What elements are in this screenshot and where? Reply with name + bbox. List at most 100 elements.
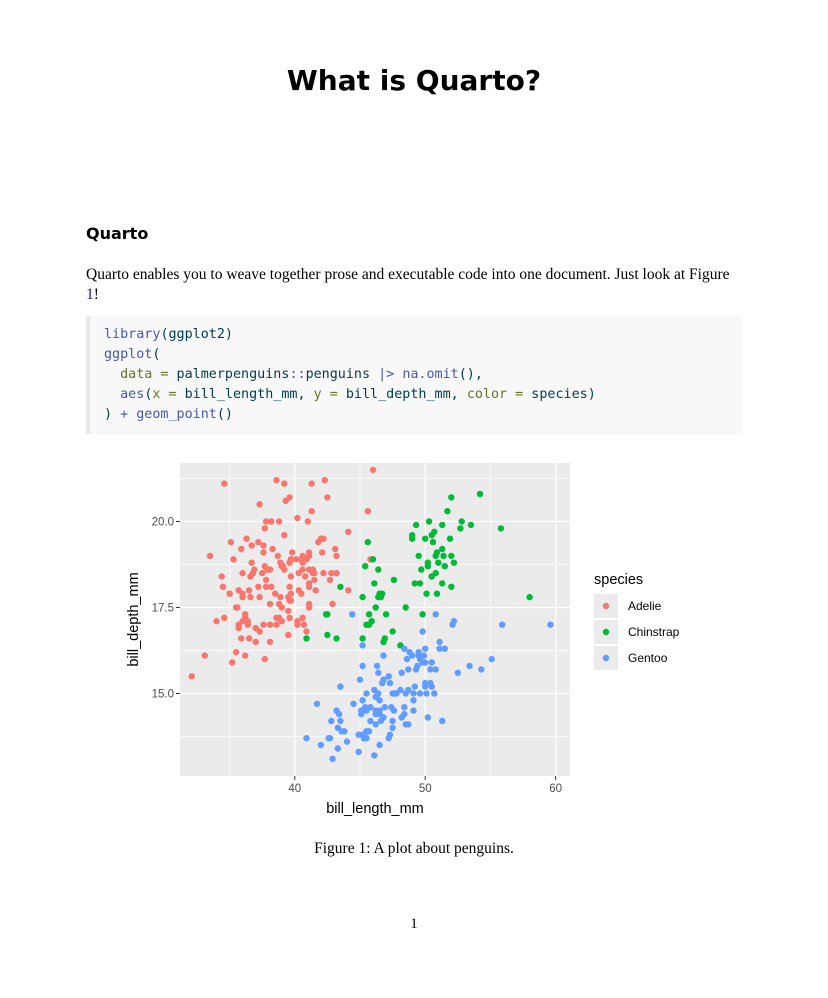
data-point-chinstrap (448, 552, 455, 560)
data-point-chinstrap (448, 583, 455, 590)
data-point-gentoo (359, 642, 366, 649)
data-point-chinstrap (375, 593, 382, 601)
data-point-adelie (260, 549, 267, 556)
data-point-adelie (260, 621, 267, 628)
code-line: ggplot( (104, 345, 742, 365)
data-point-adelie (328, 569, 335, 577)
data-point-adelie (255, 538, 262, 546)
data-point-gentoo (358, 710, 365, 718)
data-point-adelie (275, 600, 283, 608)
data-point-chinstrap (365, 621, 373, 628)
data-point-chinstrap (402, 604, 409, 611)
data-point-adelie (324, 494, 331, 501)
data-point-adelie (287, 590, 295, 597)
data-point-gentoo (547, 621, 554, 628)
data-point-adelie (260, 542, 267, 549)
data-point-adelie (295, 569, 302, 577)
code-token: (ggplot2) (160, 327, 233, 342)
data-point-gentoo (450, 618, 458, 625)
code-line: ) + geom_point() (104, 405, 742, 425)
data-point-gentoo (401, 704, 408, 711)
figure-caption: Figure 1: A plot about penguins. (314, 840, 514, 857)
data-point-adelie (239, 618, 246, 625)
data-point-gentoo (381, 704, 388, 711)
data-point-adelie (319, 549, 326, 556)
data-point-adelie (256, 593, 263, 601)
data-point-adelie (294, 514, 301, 522)
code-token: y = (313, 387, 338, 402)
data-point-adelie (287, 573, 295, 580)
code-token: ( (144, 387, 153, 402)
data-point-adelie (221, 480, 228, 487)
data-point-chinstrap (431, 528, 438, 535)
x-tick-label: 60 (549, 783, 562, 795)
code-token: :: (289, 367, 306, 382)
data-point-gentoo (372, 721, 379, 728)
data-point-chinstrap (497, 525, 505, 532)
data-point-gentoo (410, 697, 417, 704)
data-point-adelie (298, 590, 305, 597)
legend-key-gentoo (602, 654, 610, 662)
data-point-gentoo (488, 655, 495, 663)
code-token: () (216, 407, 233, 422)
data-point-adelie (259, 569, 266, 577)
data-point-gentoo (371, 752, 378, 759)
data-point-adelie (255, 583, 262, 590)
data-point-gentoo (367, 717, 374, 725)
data-point-chinstrap (411, 580, 418, 587)
data-point-adelie (229, 659, 236, 666)
code-block: library(ggplot2) ggplot( data = palmerpen… (86, 316, 742, 434)
data-point-adelie (221, 614, 228, 621)
data-point-chinstrap (432, 552, 439, 560)
penguin-scatter-plot: 40 50 60 15.0 17.5 20.0 bill_length_mm bill_dep… (126, 463, 680, 817)
data-point-chinstrap (389, 628, 396, 635)
data-point-gentoo (380, 676, 387, 683)
section-heading: Quarto (86, 224, 149, 243)
data-point-gentoo (427, 666, 434, 673)
data-point-adelie (256, 501, 263, 508)
data-point-adelie (281, 480, 288, 487)
data-point-adelie (247, 593, 254, 601)
data-point-chinstrap (423, 590, 430, 597)
code-token: na.omit (402, 367, 459, 382)
data-point-gentoo (432, 611, 439, 618)
data-point-adelie (235, 587, 242, 594)
data-point-gentoo (439, 717, 446, 725)
data-point-adelie (369, 466, 377, 474)
data-point-chinstrap (333, 635, 340, 642)
data-point-chinstrap (429, 538, 437, 546)
data-point-chinstrap (416, 580, 424, 587)
data-point-gentoo (363, 690, 370, 697)
data-point-gentoo (397, 686, 404, 694)
data-point-adelie (275, 518, 283, 525)
data-point-adelie (326, 576, 334, 584)
figure-reference-link[interactable]: 1 (86, 286, 94, 303)
data-point-chinstrap (435, 559, 442, 566)
data-point-chinstrap (371, 580, 378, 587)
code-token: library (104, 327, 161, 342)
x-axis-title: bill_length_mm (326, 801, 424, 817)
data-point-gentoo (359, 697, 366, 704)
data-point-gentoo (341, 728, 348, 735)
data-point-chinstrap (419, 611, 426, 618)
data-point-chinstrap (439, 545, 446, 553)
data-point-chinstrap (369, 556, 377, 563)
data-point-gentoo (343, 738, 351, 745)
data-point-adelie (320, 569, 327, 577)
code-token: aes (120, 387, 145, 402)
data-point-adelie (303, 628, 310, 635)
data-point-adelie (321, 477, 328, 484)
data-point-gentoo (356, 676, 364, 683)
data-point-adelie (262, 518, 270, 525)
data-point-gentoo (329, 755, 336, 762)
code-token: ) (104, 407, 121, 422)
legend-key-adelie (602, 602, 610, 610)
data-point-chinstrap (303, 635, 310, 642)
data-point-gentoo (350, 700, 357, 707)
data-point-adelie (281, 566, 288, 573)
data-point-adelie (305, 549, 313, 556)
data-point-adelie (299, 552, 306, 560)
data-point-chinstrap (432, 569, 439, 577)
data-point-adelie (320, 535, 327, 542)
legend-label-chinstrap: Chinstrap (628, 625, 680, 639)
